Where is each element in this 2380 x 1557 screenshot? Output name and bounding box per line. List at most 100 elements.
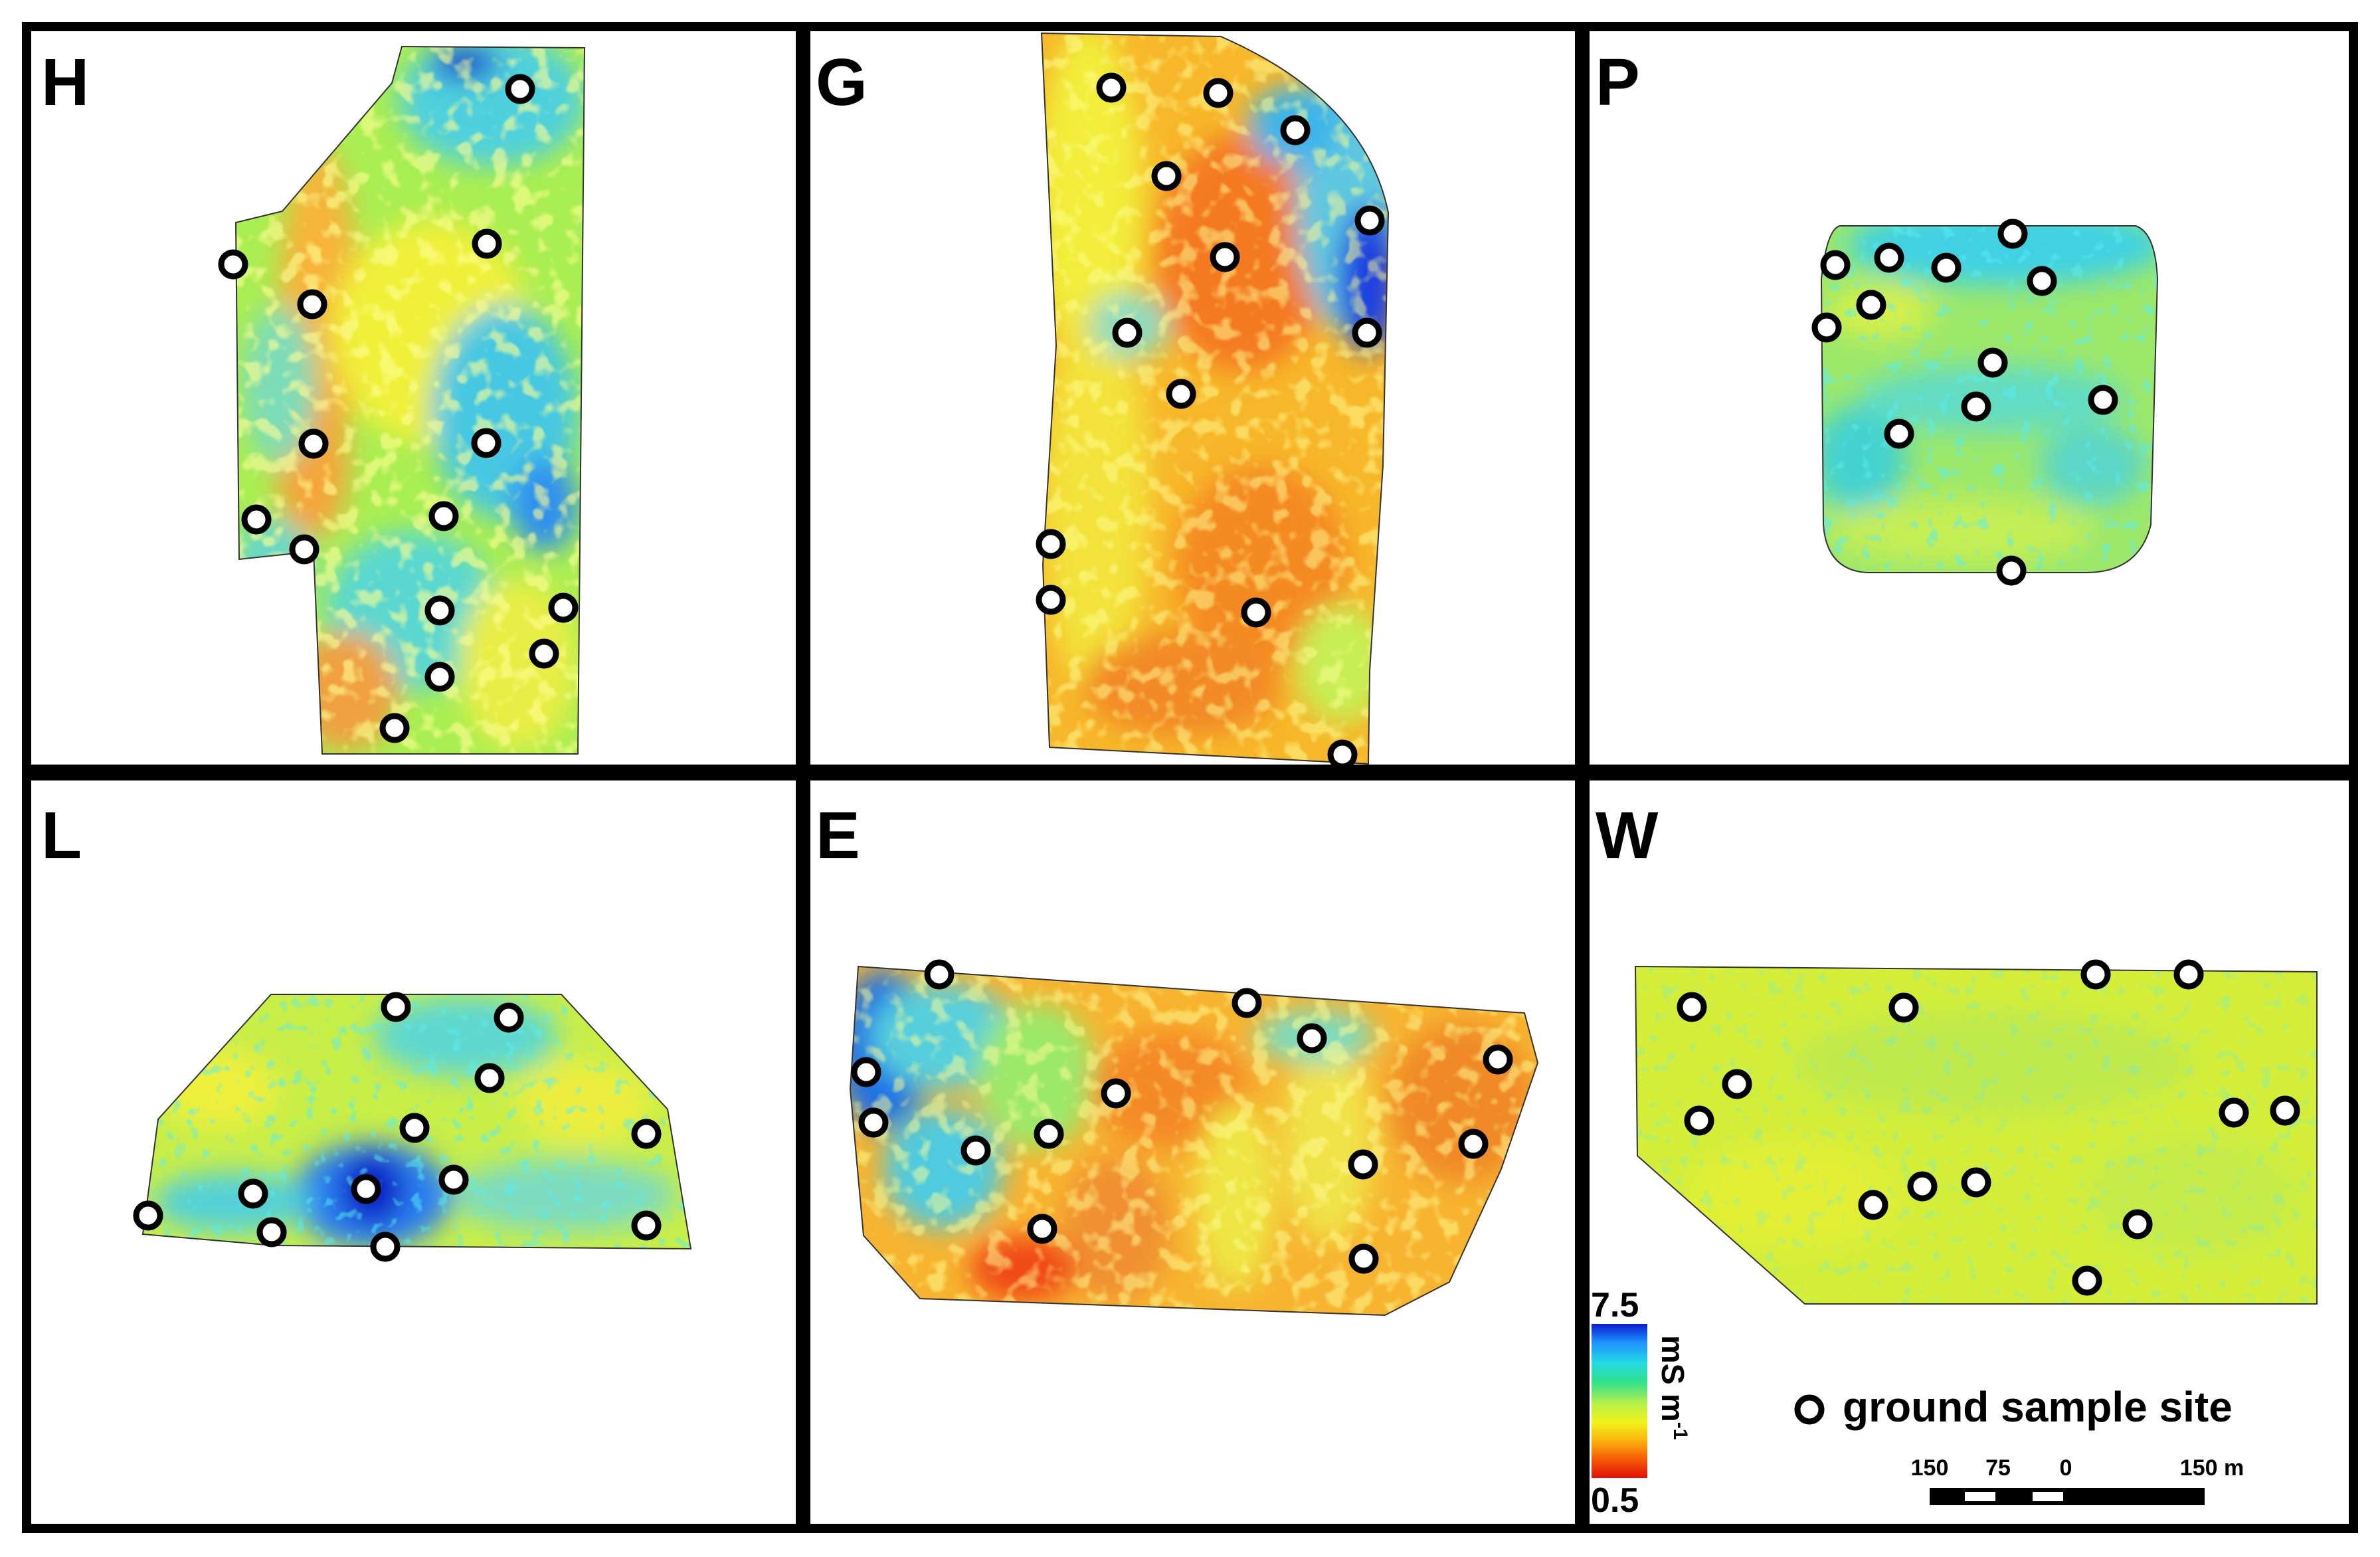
sample-site-marker xyxy=(1907,1171,1938,1202)
sample-site-marker xyxy=(1677,992,1707,1022)
sample-site-marker xyxy=(379,713,410,743)
sample-site-marker xyxy=(1354,205,1385,236)
legend-sample-site-label: ground sample site xyxy=(1843,1383,2233,1431)
sample-site-marker xyxy=(1820,250,1851,280)
sample-site-marker xyxy=(1112,318,1143,348)
sample-site-marker xyxy=(424,595,455,626)
sample-site-marker xyxy=(1297,1023,1327,1053)
sample-site-marker xyxy=(924,959,955,990)
sample-site-marker xyxy=(472,229,502,259)
sample-site-marker xyxy=(1101,1078,1131,1109)
sample-site-marker xyxy=(1166,379,1196,409)
sample-site-marker xyxy=(218,249,248,280)
sample-site-marker xyxy=(1036,529,1066,559)
sample-site-marker xyxy=(1352,318,1382,348)
sample-site-marker xyxy=(1483,1044,1513,1075)
sample-site-marker xyxy=(1210,242,1240,272)
field-map-w xyxy=(1634,965,2318,1305)
sample-site-marker xyxy=(133,1200,163,1231)
colorbar: 7.5 0.5 mS m-1 xyxy=(1591,1286,1691,1520)
panel-label-e: E xyxy=(816,798,860,873)
sample-site-marker xyxy=(2219,1097,2249,1128)
sample-site-marker xyxy=(381,992,411,1022)
legend: ground sample site xyxy=(1794,1383,2233,1431)
sample-site-marker xyxy=(241,504,272,535)
sample-site-marker xyxy=(438,1164,469,1195)
sample-site-marker xyxy=(370,1232,401,1262)
sample-site-marker xyxy=(1884,418,1914,449)
sample-site-marker xyxy=(631,1210,662,1241)
sample-site-marker xyxy=(494,1002,524,1033)
sample-site-marker xyxy=(1722,1069,1752,1099)
sample-site-marker xyxy=(424,662,455,692)
sample-site-marker xyxy=(399,1113,430,1143)
sample-site-marker xyxy=(2080,959,2111,990)
sample-site-marker xyxy=(1241,597,1271,628)
sample-site-marker xyxy=(238,1178,268,1209)
sample-site-marker xyxy=(1977,347,2008,378)
sample-site-marker xyxy=(1034,1119,1064,1149)
colorbar-unit-exponent: -1 xyxy=(1669,1422,1691,1440)
sample-site-marker xyxy=(2027,266,2057,296)
panel-label-w: W xyxy=(1596,798,1659,873)
sample-sites xyxy=(133,72,2300,1296)
sample-site-marker xyxy=(2122,1209,2153,1239)
sample-site-marker xyxy=(1961,391,1991,422)
sample-site-marker xyxy=(1232,988,1262,1018)
sample-site-marker xyxy=(351,1174,381,1204)
sample-site-marker xyxy=(1096,72,1127,103)
legend-sample-site-icon xyxy=(1794,1394,1825,1425)
sample-site-marker xyxy=(1327,739,1358,770)
sample-site-marker xyxy=(1458,1129,1489,1159)
sample-site-marker xyxy=(505,74,535,104)
field-map-e xyxy=(849,965,1539,1317)
sample-site-marker xyxy=(1280,115,1311,145)
scalebar-label-75: 75 xyxy=(1985,1455,2011,1481)
sample-site-marker xyxy=(474,1063,505,1093)
sample-site-marker xyxy=(1874,242,1904,273)
colorbar-gradient xyxy=(1592,1324,1647,1478)
sample-site-marker xyxy=(1996,555,2027,586)
sample-site-marker xyxy=(1203,78,1234,108)
sample-site-marker xyxy=(298,428,329,459)
sample-site-marker xyxy=(858,1107,889,1138)
panel-grid xyxy=(22,22,2358,1533)
colorbar-unit-label: mS m-1 xyxy=(1655,1335,1691,1439)
field-map-g xyxy=(1040,32,1390,765)
sample-site-marker xyxy=(428,501,459,531)
sample-site-marker xyxy=(1856,290,1886,320)
sample-site-marker xyxy=(256,1217,287,1247)
sample-site-marker xyxy=(2088,385,2118,415)
field-map-p xyxy=(1820,225,2159,573)
sample-site-marker xyxy=(1931,252,1962,283)
sample-site-marker xyxy=(471,428,502,458)
panel-label-p: P xyxy=(1596,45,1640,120)
sample-site-marker xyxy=(1811,312,1842,343)
panel-label-g: G xyxy=(816,45,868,120)
panel-label-l: L xyxy=(41,798,82,873)
colorbar-min-label: 0.5 xyxy=(1591,1481,1639,1520)
scalebar-label-0: 0 xyxy=(2060,1455,2072,1481)
sample-site-marker xyxy=(631,1119,662,1149)
sample-site-marker xyxy=(529,638,559,669)
sample-site-marker xyxy=(289,534,320,565)
sample-site-marker xyxy=(961,1135,991,1166)
sample-site-marker xyxy=(1036,585,1066,615)
sample-site-marker xyxy=(548,593,579,623)
panel-label-h: H xyxy=(41,45,89,120)
colorbar-unit: mS m xyxy=(1655,1335,1690,1422)
sample-site-marker xyxy=(2173,959,2204,990)
sample-site-marker xyxy=(1151,161,1182,191)
sample-site-marker xyxy=(1997,219,2028,249)
sample-site-marker xyxy=(1961,1167,1991,1198)
sample-site-marker xyxy=(1348,1243,1379,1274)
sample-site-marker xyxy=(1348,1149,1378,1180)
scalebar-label-150-m: 150 m xyxy=(2180,1455,2244,1481)
colorbar-max-label: 7.5 xyxy=(1591,1286,1639,1325)
sample-site-marker xyxy=(1888,992,1919,1023)
sample-site-marker xyxy=(2072,1265,2102,1296)
scalebar-label-150-left: 150 xyxy=(1911,1455,1949,1481)
scale-bar: 150 75 0 150 m xyxy=(1911,1455,2244,1505)
sample-site-marker xyxy=(2270,1095,2300,1126)
